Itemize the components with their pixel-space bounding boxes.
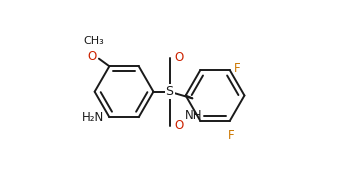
Text: F: F: [228, 129, 235, 142]
Text: O: O: [174, 51, 183, 64]
Text: F: F: [234, 62, 240, 75]
Text: H₂N: H₂N: [83, 111, 105, 124]
Text: O: O: [87, 50, 97, 63]
Text: CH₃: CH₃: [84, 36, 105, 46]
Text: O: O: [174, 119, 183, 132]
Text: S: S: [165, 85, 174, 98]
Text: NH: NH: [184, 109, 202, 122]
